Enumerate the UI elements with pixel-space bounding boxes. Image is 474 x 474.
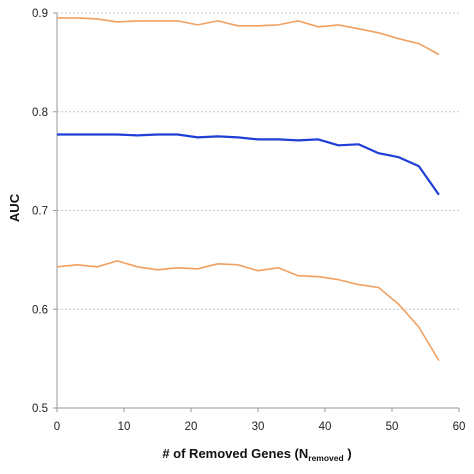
x-tick-label: 40 (319, 421, 332, 433)
y-tick-label: 0.8 (32, 107, 48, 119)
x-tick-label: 0 (54, 421, 60, 433)
y-axis-label: AUC (7, 193, 22, 222)
x-axis-label-subscript: removed (308, 453, 343, 463)
x-tick-label: 60 (453, 421, 466, 433)
y-tick-label: 0.6 (32, 304, 48, 316)
y-tick-label: 0.7 (32, 206, 48, 218)
axes (53, 12, 460, 412)
grid-lines (57, 12, 459, 310)
y-tick-label: 0.5 (32, 403, 48, 415)
x-tick-labels: 0 10 20 30 40 50 60 (54, 421, 466, 433)
series-lines (56, 17, 440, 362)
x-tick-label: 20 (185, 421, 198, 433)
x-tick-label: 30 (252, 421, 265, 433)
series-line-3 (56, 260, 440, 362)
x-axis-label: # of Removed Genes (Nremoved ) (162, 446, 351, 463)
y-tick-labels: 0.5 0.6 0.7 0.8 0.9 (32, 8, 48, 415)
x-axis-label-main: # of Removed Genes (N (162, 446, 308, 461)
x-tick-label: 50 (386, 421, 399, 433)
y-tick-label: 0.9 (32, 8, 48, 20)
x-tick-label: 10 (118, 421, 131, 433)
x-axis-label-end: ) (344, 446, 352, 461)
series-line-2 (57, 133, 440, 196)
series-line-1 (57, 17, 440, 56)
